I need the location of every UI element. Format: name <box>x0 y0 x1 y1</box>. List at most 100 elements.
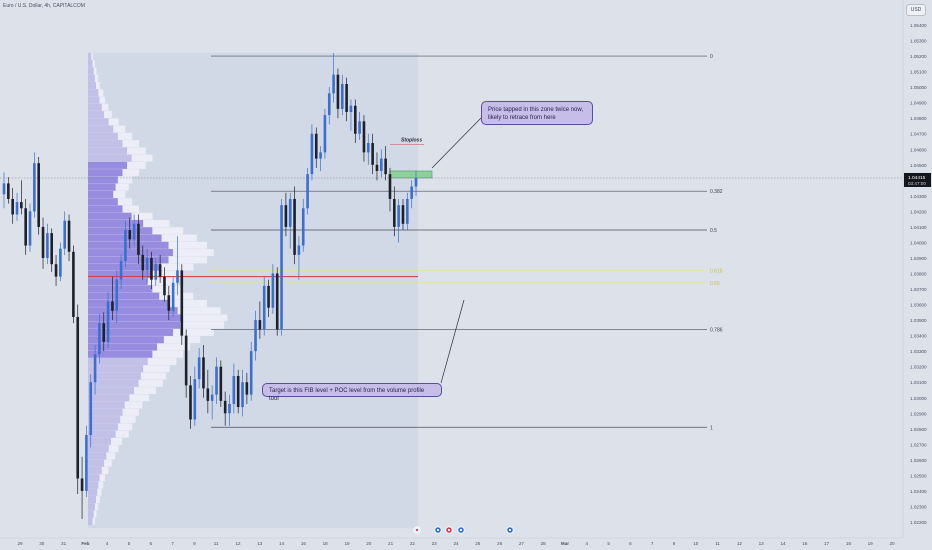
currency-button[interactable]: USD <box>906 4 926 16</box>
time-tick-label: 28 <box>541 541 547 546</box>
volume-profile-bar <box>143 220 170 227</box>
candle <box>323 108 327 159</box>
volume-profile-bar <box>88 488 98 496</box>
volume-profile-bar <box>168 256 207 264</box>
price-tick-label: 1.02800 <box>910 427 927 432</box>
time-tick-label: 10 <box>693 541 699 546</box>
volume-profile-bar <box>152 270 184 278</box>
price-tick-label: 1.04000 <box>910 240 927 245</box>
candle <box>288 192 292 249</box>
time-tick-label: 20 <box>366 541 372 546</box>
candle-body <box>245 382 249 395</box>
time-tick-label: 22 <box>410 541 416 546</box>
volume-profile-bar <box>88 466 102 474</box>
time-tick-label: 26 <box>497 541 503 546</box>
volume-profile-bar <box>88 212 132 220</box>
candle <box>254 310 257 361</box>
candle <box>249 341 253 401</box>
volume-profile-bar <box>88 227 153 235</box>
volume-profile-bar <box>88 125 114 133</box>
fib-level-label: 0.382 <box>710 189 723 195</box>
candle-body <box>414 177 418 187</box>
candle-body <box>37 163 40 227</box>
volume-profile-bar <box>117 423 133 431</box>
volume-profile-bar <box>115 430 129 438</box>
candle <box>301 198 305 252</box>
volume-profile-bar <box>88 299 169 307</box>
countdown-label: 03:47:00 <box>908 181 926 186</box>
candle <box>59 242 62 282</box>
time-tick-label: 16 <box>802 541 808 546</box>
price-tick-label: 1.04300 <box>910 194 927 199</box>
candle-body <box>293 198 296 255</box>
volume-profile-bar <box>88 430 116 438</box>
economic-event-icon <box>447 528 451 532</box>
candle-body <box>15 202 19 215</box>
volume-profile-bar <box>99 474 105 482</box>
volume-profile-bar <box>88 256 169 264</box>
candle <box>410 180 413 209</box>
candle-body <box>141 254 145 271</box>
candle-body <box>11 198 14 215</box>
candle <box>119 254 123 290</box>
time-tick-label: 19 <box>344 541 350 546</box>
candle <box>353 99 357 144</box>
candle-body <box>102 323 106 342</box>
candle-body <box>180 270 184 336</box>
volume-profile-bar <box>88 365 144 373</box>
candle-body <box>206 388 210 401</box>
economic-event-icon <box>436 528 440 532</box>
candle <box>319 146 322 171</box>
candle <box>258 301 262 339</box>
volume-profile-bar <box>88 169 123 177</box>
volume-profile-bar <box>168 241 207 249</box>
candle <box>223 391 227 426</box>
time-tick-label: 31 <box>61 541 67 546</box>
price-tick-label: 1.05200 <box>910 54 927 59</box>
price-tick-label: 1.03700 <box>910 287 927 292</box>
volume-profile-bar <box>152 350 184 358</box>
candle-body <box>353 105 357 134</box>
price-tick-label: 1.03200 <box>910 365 927 370</box>
candle-body <box>301 208 305 246</box>
candle <box>358 111 361 140</box>
volume-profile-bar <box>88 118 109 126</box>
volume-profile-bar <box>140 372 167 380</box>
candle-body <box>67 220 71 252</box>
time-tick-label: 12 <box>737 541 743 546</box>
candle <box>406 192 409 231</box>
volume-profile-bar <box>127 147 146 155</box>
candle-body <box>63 220 67 249</box>
price-tick-label: 1.02300 <box>910 504 927 509</box>
volume-profile-bar <box>88 423 118 431</box>
volume-profile-bar <box>117 198 133 206</box>
price-tick-label: 1.03500 <box>910 318 927 323</box>
candle <box>388 167 392 212</box>
candle <box>158 254 162 283</box>
candle <box>63 211 67 255</box>
candle-body <box>336 74 340 109</box>
volume-profile-bar <box>93 510 97 518</box>
candle <box>371 133 374 175</box>
volume-profile-bar <box>88 314 183 322</box>
retrace-annotation[interactable]: Price tapped in this zone twice now, lik… <box>481 101 593 125</box>
candle <box>245 372 249 404</box>
candle <box>33 152 36 218</box>
time-tick-label: 21 <box>388 541 394 546</box>
fib-level-label: 0 <box>710 54 713 60</box>
target-annotation[interactable]: Target is this FIB level + POC level fro… <box>262 383 442 402</box>
time-tick-label: 13 <box>257 541 263 546</box>
time-tick-label: Feb <box>81 541 89 546</box>
time-tick-label: 24 <box>453 541 459 546</box>
candle <box>54 254 58 286</box>
current-price-label: 1.04415 <box>908 175 926 181</box>
candle-body <box>184 335 188 386</box>
candle <box>349 99 353 131</box>
candle-body <box>176 270 179 283</box>
candle <box>219 360 223 408</box>
volume-profile-bar <box>88 452 107 460</box>
time-tick-label: 11 <box>715 541 720 546</box>
candle-body <box>189 385 192 420</box>
candle <box>154 257 158 286</box>
